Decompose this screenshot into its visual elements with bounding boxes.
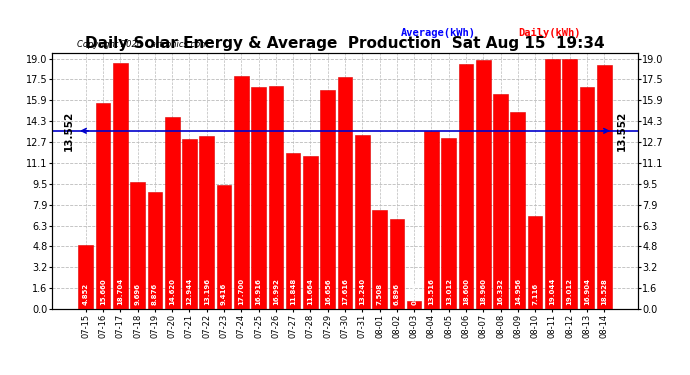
Title: Daily Solar Energy & Average  Production  Sat Aug 15  19:34: Daily Solar Energy & Average Production … <box>85 36 605 51</box>
Bar <box>165 117 179 309</box>
Bar <box>459 64 473 309</box>
Text: 16.916: 16.916 <box>255 279 262 305</box>
Bar <box>130 182 145 309</box>
Text: 17.700: 17.700 <box>238 278 244 305</box>
Text: 13.196: 13.196 <box>204 278 210 305</box>
Text: 6.896: 6.896 <box>394 284 400 305</box>
Text: 15.660: 15.660 <box>100 279 106 305</box>
Bar <box>199 135 214 309</box>
Bar <box>493 94 508 309</box>
Bar <box>545 58 560 309</box>
Bar <box>562 59 577 309</box>
Text: 19.044: 19.044 <box>549 278 555 305</box>
Bar <box>511 112 525 309</box>
Text: 8.876: 8.876 <box>152 283 158 305</box>
Bar <box>424 131 439 309</box>
Text: 13.012: 13.012 <box>446 278 452 305</box>
Text: 9.696: 9.696 <box>135 284 141 305</box>
Text: 13.552: 13.552 <box>616 111 627 151</box>
Text: 18.960: 18.960 <box>480 278 486 305</box>
Text: 9.416: 9.416 <box>221 283 227 305</box>
Text: 14.956: 14.956 <box>515 278 521 305</box>
Text: 17.616: 17.616 <box>342 279 348 305</box>
Text: 18.704: 18.704 <box>117 278 124 305</box>
Bar <box>79 246 93 309</box>
Text: 18.600: 18.600 <box>463 278 469 305</box>
Bar <box>372 210 387 309</box>
Bar <box>217 185 231 309</box>
Bar <box>286 153 301 309</box>
Bar <box>476 60 491 309</box>
Bar <box>96 103 110 309</box>
Bar <box>528 216 542 309</box>
Text: 0.624: 0.624 <box>411 283 417 305</box>
Bar <box>268 86 283 309</box>
Text: 18.528: 18.528 <box>601 279 607 305</box>
Bar <box>337 77 353 309</box>
Text: 16.992: 16.992 <box>273 279 279 305</box>
Text: 11.664: 11.664 <box>308 278 313 305</box>
Text: 13.240: 13.240 <box>359 278 365 305</box>
Text: 13.516: 13.516 <box>428 279 435 305</box>
Bar <box>113 63 128 309</box>
Text: 11.848: 11.848 <box>290 278 296 305</box>
Bar <box>407 301 422 309</box>
Bar <box>251 87 266 309</box>
Bar <box>597 65 611 309</box>
Bar <box>234 76 248 309</box>
Text: 7.116: 7.116 <box>532 283 538 305</box>
Text: 16.656: 16.656 <box>325 279 331 305</box>
Bar <box>442 138 456 309</box>
Text: Daily(kWh): Daily(kWh) <box>518 28 580 38</box>
Text: 7.508: 7.508 <box>377 283 382 305</box>
Text: 19.012: 19.012 <box>566 278 573 305</box>
Bar <box>389 219 404 309</box>
Text: 16.904: 16.904 <box>584 278 590 305</box>
Text: 12.944: 12.944 <box>186 278 193 305</box>
Bar <box>580 87 594 309</box>
Text: 14.620: 14.620 <box>169 278 175 305</box>
Text: 4.852: 4.852 <box>83 283 89 305</box>
Bar <box>148 192 162 309</box>
Bar <box>182 139 197 309</box>
Bar <box>320 90 335 309</box>
Text: 13.552: 13.552 <box>63 111 74 151</box>
Text: Average(kWh): Average(kWh) <box>401 28 475 38</box>
Text: Copyright 2020 Cartronics.com: Copyright 2020 Cartronics.com <box>77 39 208 48</box>
Text: 16.332: 16.332 <box>497 279 504 305</box>
Bar <box>355 135 370 309</box>
Bar <box>303 156 318 309</box>
